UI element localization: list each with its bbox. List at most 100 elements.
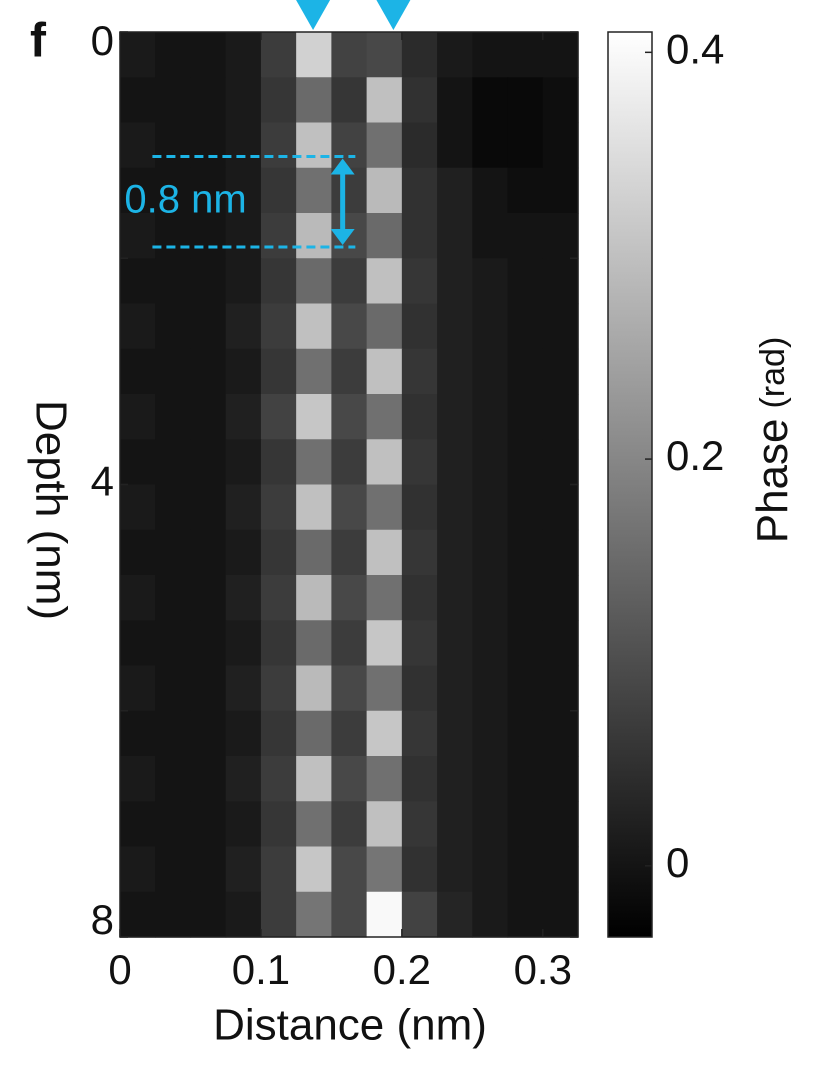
heatmap-cell (437, 801, 473, 848)
heatmap-cell (542, 32, 579, 78)
heatmap-cell (155, 32, 192, 78)
heatmap-cell (507, 348, 544, 395)
heatmap-cell (155, 665, 192, 712)
heatmap-cell (366, 439, 403, 486)
heatmap-cell (225, 122, 262, 169)
heatmap-cell (401, 756, 438, 802)
heatmap-cell (437, 77, 473, 124)
heatmap-cell (472, 665, 509, 712)
heatmap-cell (155, 77, 192, 124)
heatmap-cell (437, 846, 473, 893)
heatmap-cell (401, 801, 438, 848)
heatmap-cell (190, 484, 227, 531)
heatmap-cell (120, 303, 156, 350)
heatmap-cell (507, 710, 544, 757)
x-tick-label: 0.3 (514, 946, 572, 993)
heatmap-cell (331, 32, 368, 78)
heatmap-cell (190, 891, 227, 938)
heatmap-cell (296, 846, 332, 893)
heatmap-cell (190, 710, 227, 757)
heatmap-cell (155, 394, 192, 440)
heatmap-cell (472, 167, 509, 214)
heatmap-cell (155, 801, 192, 848)
heatmap-cell (155, 710, 192, 757)
heatmap-cell (472, 32, 509, 78)
colorbar-tick-label: 0.4 (666, 25, 724, 72)
heatmap-cell (225, 213, 262, 259)
heatmap-cell (155, 891, 192, 938)
heatmap-cell (260, 846, 297, 893)
colorbar-tick-label: 0.2 (666, 432, 724, 479)
x-tick-label: 0.2 (373, 946, 431, 993)
heatmap-cell (366, 529, 403, 576)
heatmap-cell (120, 575, 156, 621)
heatmap-cell (296, 167, 332, 214)
heatmap-cell (366, 348, 403, 395)
y-tick-label: 8 (91, 896, 114, 943)
heatmap-cell (120, 756, 156, 802)
heatmap-cell (120, 891, 156, 938)
heatmap-cell (401, 529, 438, 576)
heatmap-cell (155, 439, 192, 486)
heatmap-cell (401, 77, 438, 124)
heatmap-cell (296, 77, 332, 124)
heatmap-cell (260, 348, 297, 395)
heatmap-cell (472, 891, 509, 938)
heatmap-cell (225, 529, 262, 576)
heatmap-cell (472, 575, 509, 621)
heatmap-cell (120, 122, 156, 169)
heatmap-cell (155, 303, 192, 350)
heatmap-cell (507, 439, 544, 486)
heatmap-cell (331, 167, 368, 214)
heatmap-cell (120, 484, 156, 531)
heatmap-cell (296, 439, 332, 486)
heatmap-cell (401, 394, 438, 440)
heatmap-cell (507, 122, 544, 169)
heatmap-cell (296, 213, 332, 259)
heatmap-cell (542, 484, 579, 531)
heatmap-cell (401, 891, 438, 938)
heatmap-cell (366, 77, 403, 124)
annotation-arrowhead (330, 158, 355, 175)
heatmap-cell (437, 439, 473, 486)
y-axis-label: Depth (nm) (26, 400, 75, 620)
heatmap-cell (401, 665, 438, 712)
heatmap-cell (542, 77, 579, 124)
heatmap-cell (190, 394, 227, 440)
heatmap-cell (120, 846, 156, 893)
heatmap-cell (437, 32, 473, 78)
heatmap-cell (437, 756, 473, 802)
heatmap-cell (437, 122, 473, 169)
heatmap-cell (225, 32, 262, 78)
heatmap-cell (260, 575, 297, 621)
heatmap-cell (542, 439, 579, 486)
heatmap-cell (155, 846, 192, 893)
heatmap-cell (542, 710, 579, 757)
heatmap-cell (120, 529, 156, 576)
heatmap-cell (542, 303, 579, 350)
heatmap-cell (542, 846, 579, 893)
heatmap-cell (260, 891, 297, 938)
heatmap-cell (472, 620, 509, 667)
heatmap-cell (507, 575, 544, 621)
heatmap-cell (472, 303, 509, 350)
heatmap-cell (120, 801, 156, 848)
heatmap-cell (437, 213, 473, 259)
heatmap-cell (472, 439, 509, 486)
heatmap-cell (260, 122, 297, 169)
heatmap-cell (366, 484, 403, 531)
heatmap-cell (542, 348, 579, 395)
heatmap-cell (507, 394, 544, 440)
heatmap-cell (190, 756, 227, 802)
heatmap-cell (472, 801, 509, 848)
heatmap-cell (507, 303, 544, 350)
heatmap-cell (296, 32, 332, 78)
heatmap-cell (507, 213, 544, 259)
heatmap-cell (190, 303, 227, 350)
heatmap-cell (542, 167, 579, 214)
heatmap-cell (507, 620, 544, 667)
heatmap-cell (331, 348, 368, 395)
heatmap-cell (366, 620, 403, 667)
heatmap-cell (260, 303, 297, 350)
heatmap-cell (366, 303, 403, 350)
